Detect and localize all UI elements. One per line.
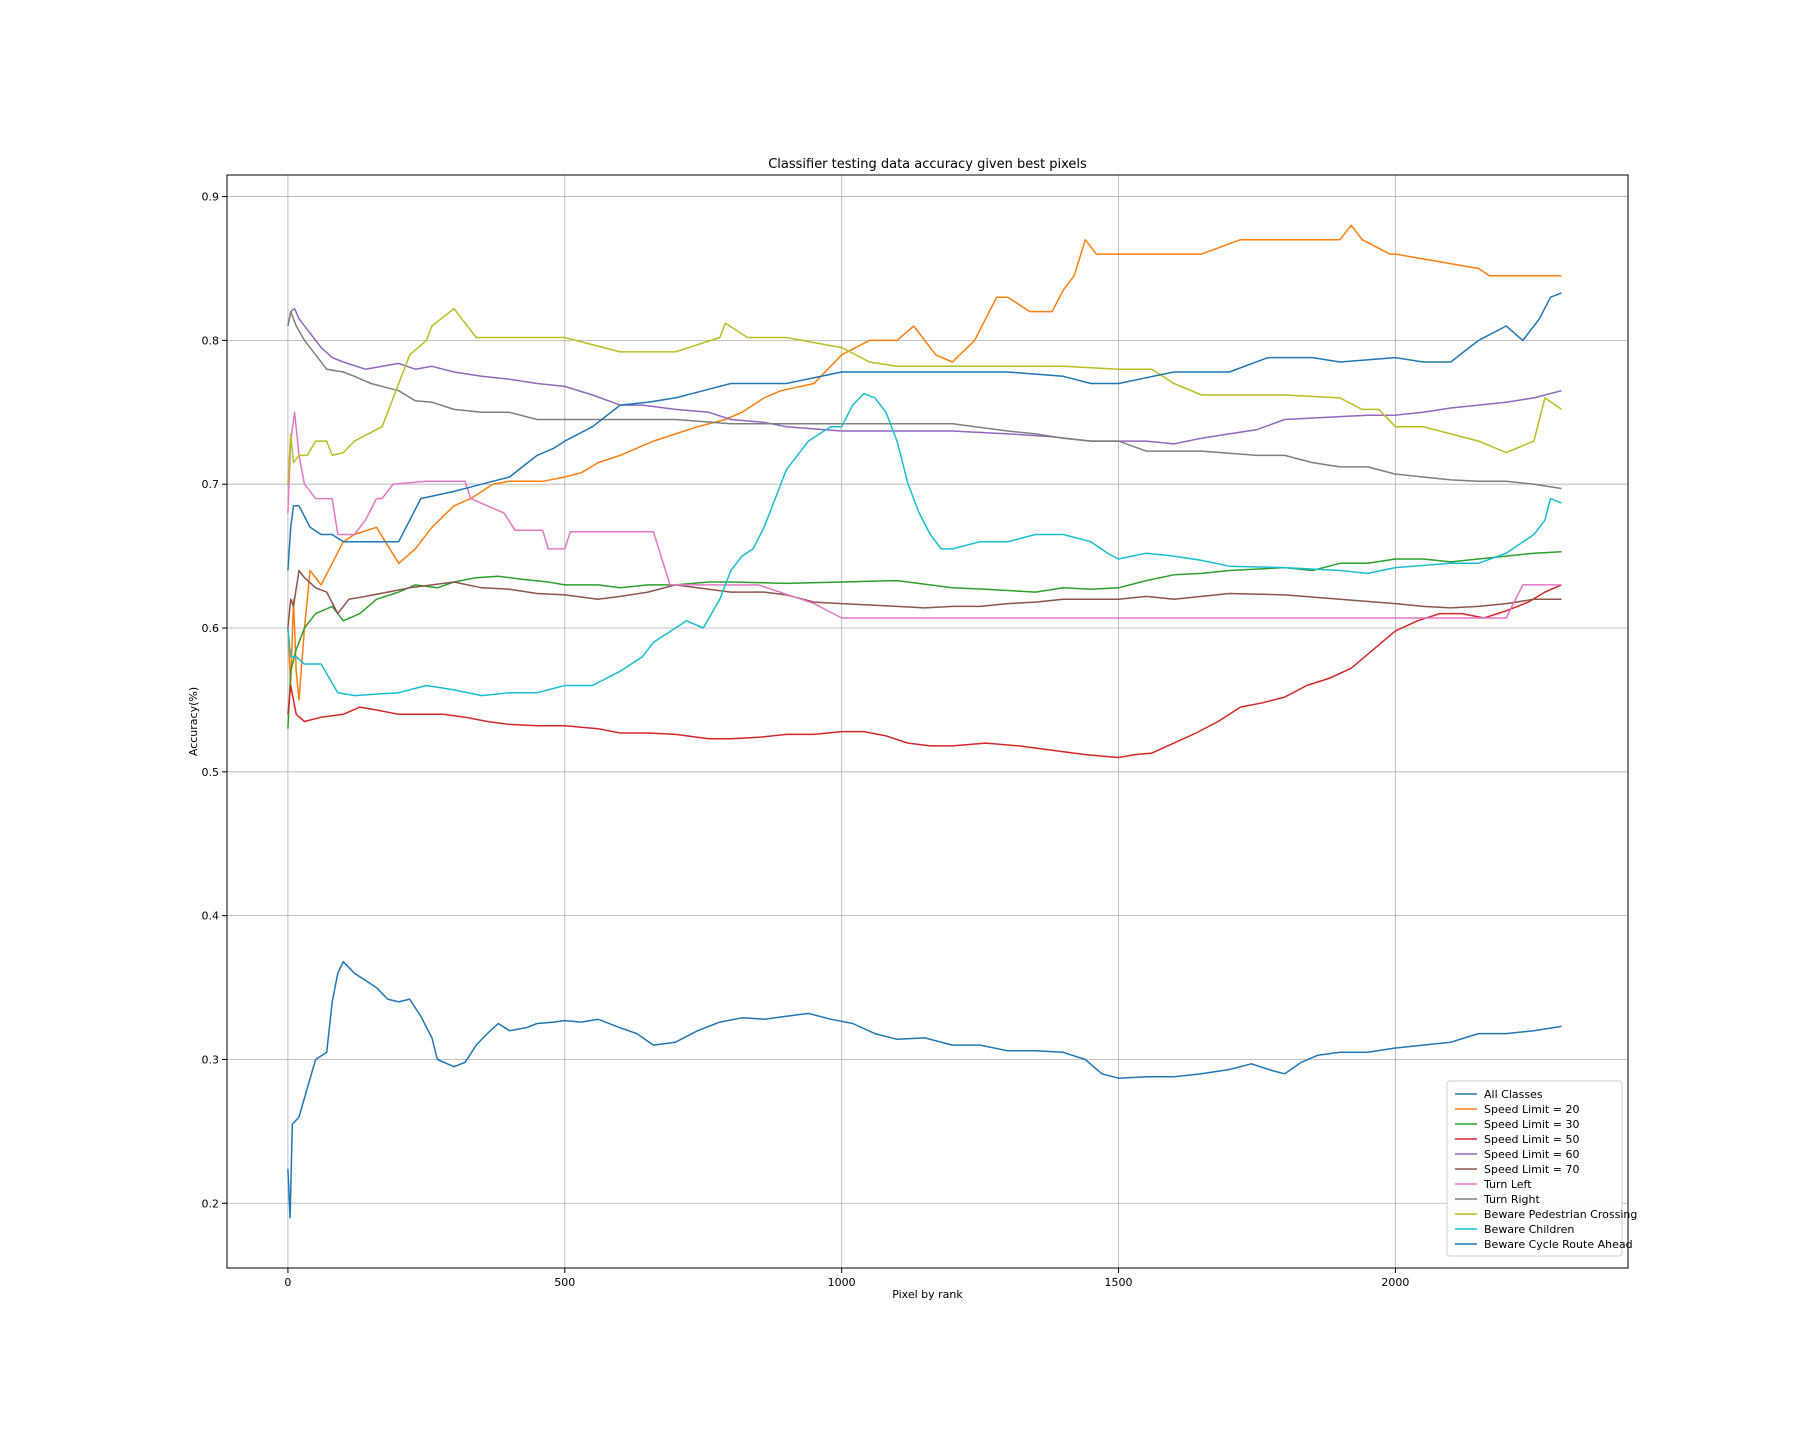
y-tick-label: 0.2: [202, 1197, 220, 1210]
y-tick-label: 0.7: [202, 478, 220, 491]
y-tick-label: 0.6: [202, 622, 220, 635]
series-line-speed-limit-20: [287, 224, 1562, 701]
series-line-beware-children: [287, 392, 1562, 697]
x-tick-label: 2000: [1381, 1276, 1409, 1289]
x-axis-ticks: 0 500 1000 1500 2000: [284, 1268, 1409, 1289]
series-line-beware-pedestrian-crossing: [287, 307, 1562, 485]
legend-box: [1446, 1080, 1623, 1257]
series-line-all-classes: [287, 960, 1562, 1219]
x-tick-label: 500: [554, 1276, 575, 1289]
series-line-speed-limit-70: [287, 569, 1562, 629]
y-tick-label: 0.3: [202, 1053, 220, 1066]
y-tick-label: 0.4: [202, 910, 220, 923]
legend-entry: Beware Cycle Route Ahead: [1484, 1238, 1633, 1251]
series-line-beware-cycle-route-ahead: [287, 292, 1562, 571]
y-axis-label: Accuracy(%): [187, 687, 200, 756]
y-axis-ticks: 0.2 0.3 0.4 0.5 0.6 0.7 0.8 0.9: [202, 191, 227, 1210]
legend-entry: Turn Left: [1483, 1178, 1532, 1191]
plot-frame: [226, 174, 1629, 1269]
series-line-turn-right: [287, 310, 1562, 490]
series-lines: [287, 224, 1562, 1219]
legend: All Classes Speed Limit = 20 Speed Limit =…: [1446, 1080, 1637, 1257]
legend-entry: Speed Limit = 20: [1484, 1103, 1579, 1116]
legend-entry: Speed Limit = 60: [1484, 1148, 1579, 1161]
y-tick-label: 0.8: [202, 334, 220, 347]
legend-entry: Speed Limit = 30: [1484, 1118, 1579, 1131]
legend-entry: Beware Pedestrian Crossing: [1484, 1208, 1637, 1221]
legend-entry: Speed Limit = 70: [1484, 1163, 1579, 1176]
series-line-turn-left: [287, 411, 1562, 619]
legend-entry: Beware Children: [1484, 1223, 1574, 1236]
y-tick-label: 0.9: [202, 191, 220, 204]
x-tick-label: 1500: [1105, 1276, 1133, 1289]
x-tick-label: 1000: [828, 1276, 856, 1289]
y-tick-label: 0.5: [202, 766, 220, 779]
x-axis-label: Pixel by rank: [892, 1288, 963, 1301]
legend-entry: Turn Right: [1483, 1193, 1540, 1206]
series-line-speed-limit-30: [287, 551, 1562, 729]
legend-entry: Speed Limit = 50: [1484, 1133, 1579, 1146]
grid-lines: [227, 175, 1628, 1268]
series-line-speed-limit-50: [287, 584, 1562, 759]
chart-title: Classifier testing data accuracy given b…: [768, 157, 1087, 172]
legend-entry: All Classes: [1484, 1088, 1543, 1101]
x-tick-label: 0: [284, 1276, 291, 1289]
series-line-speed-limit-60: [287, 307, 1562, 445]
